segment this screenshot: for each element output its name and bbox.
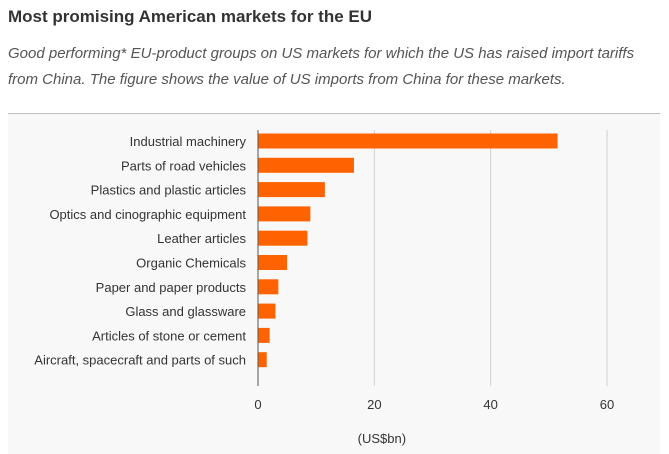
- chart-subtitle: Good performing* EU-product groups on US…: [8, 45, 635, 88]
- bar: [258, 133, 558, 149]
- bar: [258, 352, 267, 368]
- x-tick-label: 40: [483, 397, 497, 412]
- category-label: Industrial machinery: [130, 134, 247, 149]
- category-label: Aircraft, spacecraft and parts of such: [34, 353, 246, 368]
- bar-chart: Industrial machinery Parts of road vehicl…: [34, 130, 614, 446]
- category-label: Organic Chemicals: [136, 256, 246, 271]
- category-label: Plastics and plastic articles: [91, 183, 247, 198]
- x-tick-label: 20: [367, 397, 381, 412]
- category-label: Leather articles: [157, 231, 246, 246]
- bar: [258, 206, 311, 222]
- x-tick-label: 60: [600, 397, 614, 412]
- bar: [258, 255, 288, 270]
- category-label: Articles of stone or cement: [92, 328, 246, 343]
- category-label: Optics and cinographic equipment: [49, 207, 246, 222]
- category-label: Glass and glassware: [125, 304, 246, 319]
- bar: [258, 230, 308, 246]
- bar: [258, 303, 276, 319]
- category-label: Parts of road vehicles: [121, 158, 247, 173]
- category-label: Paper and paper products: [96, 280, 247, 295]
- x-axis-label: (US$bn): [358, 431, 406, 446]
- bar: [258, 182, 325, 198]
- chart-title: Most promising American markets for the …: [8, 7, 373, 26]
- chart-panel: Industrial machinery Parts of road vehicl…: [8, 114, 660, 454]
- divider: [8, 113, 660, 114]
- bar: [258, 279, 279, 295]
- bar: [258, 157, 354, 173]
- bar: [258, 327, 270, 343]
- x-tick-label: 0: [254, 397, 261, 412]
